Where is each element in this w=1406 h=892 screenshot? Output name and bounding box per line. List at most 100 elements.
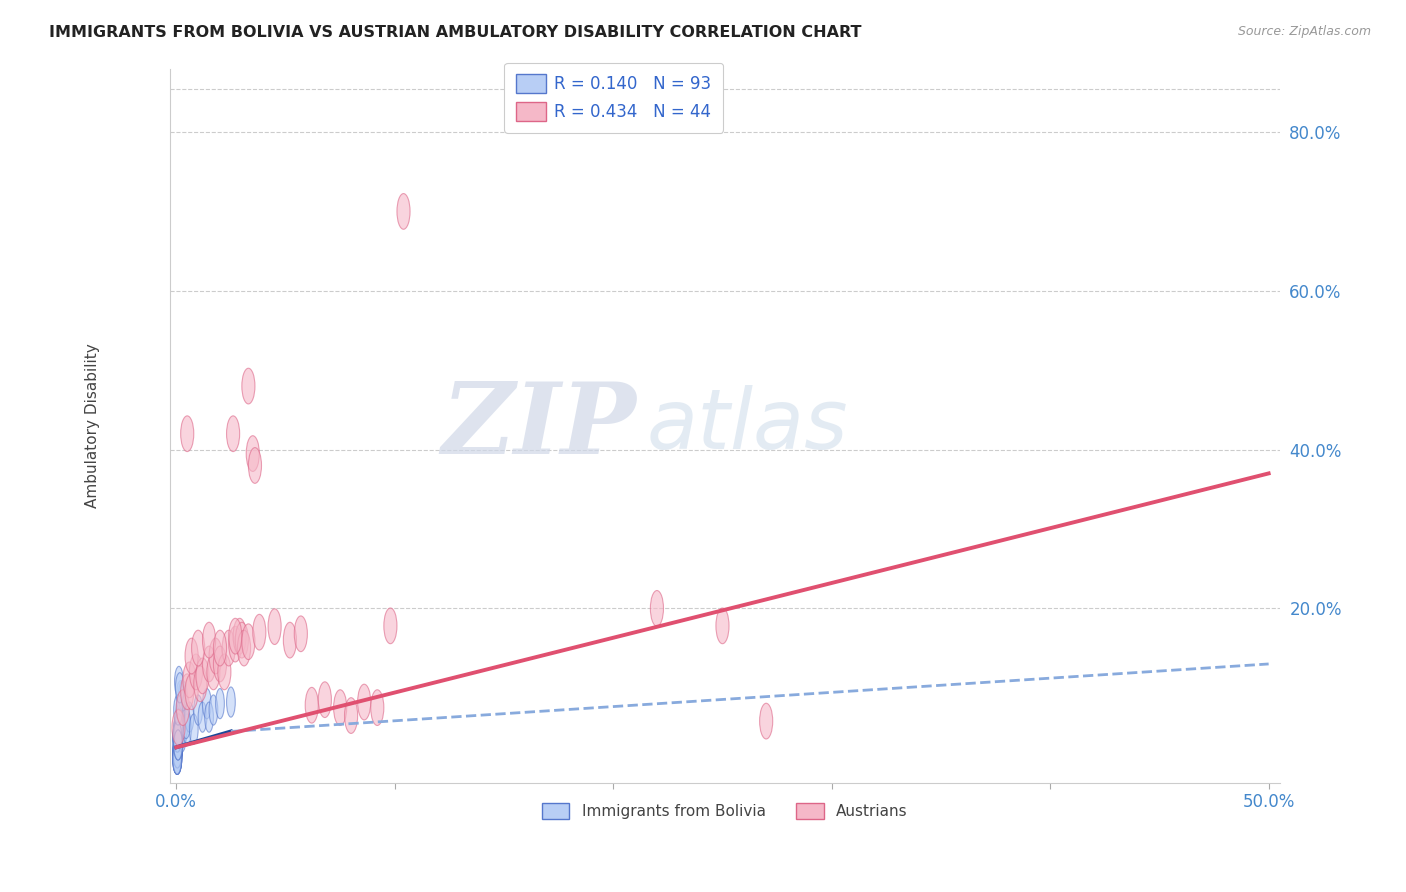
- Ellipse shape: [173, 722, 181, 752]
- Ellipse shape: [176, 673, 184, 703]
- Ellipse shape: [174, 695, 183, 725]
- Ellipse shape: [183, 662, 195, 698]
- Ellipse shape: [174, 714, 184, 744]
- Ellipse shape: [174, 722, 183, 752]
- Ellipse shape: [194, 695, 202, 725]
- Ellipse shape: [174, 708, 184, 739]
- Ellipse shape: [186, 638, 198, 673]
- Ellipse shape: [384, 608, 396, 644]
- Ellipse shape: [246, 435, 259, 472]
- Ellipse shape: [229, 626, 242, 662]
- Ellipse shape: [176, 700, 184, 731]
- Ellipse shape: [173, 744, 181, 774]
- Ellipse shape: [202, 623, 215, 658]
- Ellipse shape: [174, 708, 184, 739]
- Ellipse shape: [173, 738, 181, 768]
- Ellipse shape: [226, 687, 235, 717]
- Ellipse shape: [198, 702, 207, 732]
- Ellipse shape: [174, 714, 183, 744]
- Ellipse shape: [174, 728, 183, 758]
- Ellipse shape: [176, 708, 184, 739]
- Ellipse shape: [294, 615, 308, 652]
- Ellipse shape: [173, 742, 181, 772]
- Ellipse shape: [176, 708, 184, 739]
- Ellipse shape: [209, 695, 218, 725]
- Ellipse shape: [173, 744, 181, 774]
- Ellipse shape: [174, 721, 183, 750]
- Ellipse shape: [174, 730, 183, 760]
- Ellipse shape: [173, 722, 181, 752]
- Ellipse shape: [173, 722, 181, 752]
- Ellipse shape: [176, 702, 184, 732]
- Ellipse shape: [333, 690, 347, 725]
- Ellipse shape: [253, 615, 266, 650]
- Ellipse shape: [179, 714, 187, 744]
- Ellipse shape: [177, 695, 186, 725]
- Ellipse shape: [174, 730, 183, 760]
- Ellipse shape: [173, 722, 181, 752]
- Ellipse shape: [269, 608, 281, 645]
- Ellipse shape: [177, 722, 186, 752]
- Ellipse shape: [173, 738, 181, 768]
- Ellipse shape: [284, 623, 297, 658]
- Ellipse shape: [214, 631, 226, 666]
- Ellipse shape: [173, 738, 181, 768]
- Ellipse shape: [190, 654, 202, 690]
- Text: atlas: atlas: [647, 385, 849, 467]
- Ellipse shape: [229, 618, 242, 654]
- Ellipse shape: [174, 714, 184, 744]
- Ellipse shape: [174, 714, 184, 744]
- Ellipse shape: [174, 714, 184, 744]
- Ellipse shape: [195, 658, 209, 694]
- Ellipse shape: [174, 728, 183, 758]
- Ellipse shape: [174, 730, 183, 760]
- Ellipse shape: [177, 695, 186, 725]
- Ellipse shape: [173, 738, 181, 768]
- Text: ZIP: ZIP: [441, 377, 636, 474]
- Ellipse shape: [186, 702, 194, 732]
- Ellipse shape: [174, 722, 183, 752]
- Ellipse shape: [174, 730, 183, 760]
- Ellipse shape: [176, 702, 184, 732]
- Ellipse shape: [249, 448, 262, 483]
- Ellipse shape: [174, 708, 183, 739]
- Ellipse shape: [176, 690, 190, 725]
- Ellipse shape: [174, 722, 183, 752]
- Ellipse shape: [176, 705, 184, 735]
- Ellipse shape: [716, 608, 730, 644]
- Ellipse shape: [222, 631, 235, 666]
- Ellipse shape: [226, 416, 239, 451]
- Ellipse shape: [176, 695, 184, 725]
- Ellipse shape: [194, 666, 207, 702]
- Ellipse shape: [242, 368, 254, 404]
- Ellipse shape: [174, 714, 183, 744]
- Ellipse shape: [205, 702, 214, 732]
- Ellipse shape: [174, 730, 183, 760]
- Ellipse shape: [174, 732, 183, 763]
- Legend: Immigrants from Bolivia, Austrians: Immigrants from Bolivia, Austrians: [536, 797, 914, 825]
- Ellipse shape: [180, 673, 194, 710]
- Ellipse shape: [174, 714, 184, 744]
- Ellipse shape: [396, 194, 411, 229]
- Ellipse shape: [173, 740, 183, 771]
- Ellipse shape: [202, 646, 215, 681]
- Ellipse shape: [357, 684, 371, 720]
- Ellipse shape: [207, 654, 219, 690]
- Ellipse shape: [174, 722, 183, 752]
- Ellipse shape: [235, 623, 249, 658]
- Ellipse shape: [174, 722, 183, 752]
- Ellipse shape: [174, 708, 184, 739]
- Ellipse shape: [242, 624, 254, 659]
- Ellipse shape: [233, 618, 246, 654]
- Ellipse shape: [202, 689, 211, 719]
- Ellipse shape: [173, 744, 181, 774]
- Ellipse shape: [215, 689, 225, 719]
- Ellipse shape: [173, 738, 181, 768]
- Ellipse shape: [183, 714, 191, 744]
- Ellipse shape: [174, 713, 183, 742]
- Ellipse shape: [218, 654, 231, 690]
- Ellipse shape: [174, 711, 184, 741]
- Ellipse shape: [176, 681, 186, 711]
- Ellipse shape: [174, 708, 184, 739]
- Ellipse shape: [174, 714, 183, 744]
